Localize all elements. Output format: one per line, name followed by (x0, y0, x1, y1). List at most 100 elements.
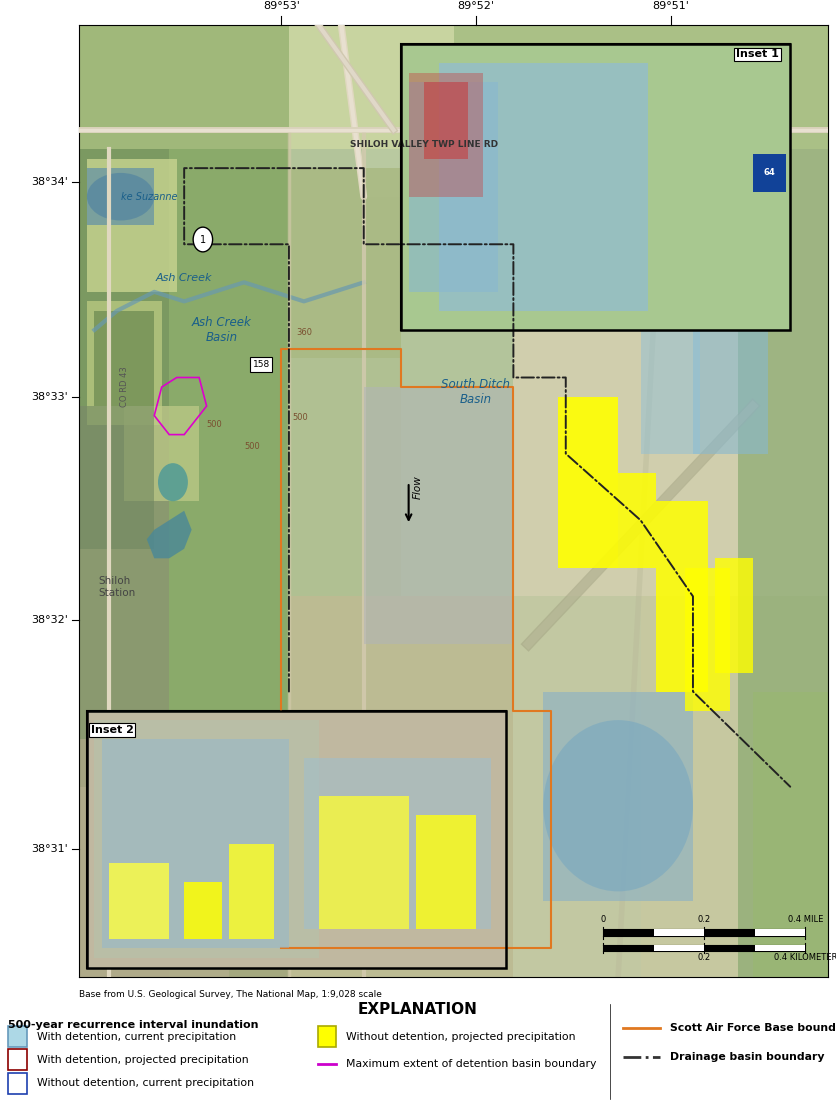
Text: 0.2: 0.2 (697, 915, 711, 924)
Text: 1: 1 (200, 234, 206, 244)
Bar (513, 149, 828, 977)
Text: 500: 500 (244, 442, 260, 450)
Bar (318, 1027, 336, 1048)
Bar (8, 1073, 27, 1093)
Text: Maximum extent of detention basin boundary: Maximum extent of detention basin bounda… (346, 1059, 596, 1069)
Bar (693, 264, 767, 454)
Text: 0: 0 (600, 915, 606, 924)
Bar (424, 83, 468, 159)
Text: 89°51': 89°51' (652, 1, 689, 11)
Bar (364, 388, 513, 644)
Text: 38°31': 38°31' (32, 843, 69, 853)
Text: Without detention, current precipitation: Without detention, current precipitation (37, 1078, 254, 1089)
Bar (654, 930, 704, 936)
Bar (618, 473, 655, 567)
Text: 360: 360 (297, 328, 313, 337)
Bar (319, 796, 409, 930)
Text: Inset 1: Inset 1 (737, 50, 779, 60)
Bar (738, 149, 828, 977)
Bar (87, 301, 161, 425)
Bar (401, 44, 790, 330)
Text: 38°33': 38°33' (32, 392, 69, 402)
Text: EXPLANATION: EXPLANATION (358, 1002, 478, 1017)
Bar (752, 691, 828, 977)
Bar (640, 311, 701, 454)
Bar (79, 149, 169, 406)
Text: 38°34': 38°34' (31, 178, 69, 188)
Bar (704, 930, 755, 936)
Bar (87, 711, 506, 967)
Text: 0.4 MILE: 0.4 MILE (788, 915, 823, 924)
Bar (94, 720, 319, 958)
Text: Without detention, projected precipitation: Without detention, projected precipitati… (346, 1032, 576, 1042)
Bar (87, 168, 155, 225)
Ellipse shape (158, 464, 188, 501)
Bar (125, 406, 199, 501)
Bar (94, 311, 155, 406)
Text: 0.4 KILOMETER: 0.4 KILOMETER (773, 953, 836, 962)
Bar (401, 44, 790, 330)
Bar (250, 357, 273, 372)
Bar (409, 73, 483, 197)
Bar (79, 149, 364, 977)
Text: Base from U.S. Geological Survey, The National Map, 1:9,028 scale: Base from U.S. Geological Survey, The Na… (79, 990, 382, 999)
Text: Inset 2: Inset 2 (90, 725, 134, 735)
Text: CO RD 43: CO RD 43 (120, 367, 129, 407)
Bar (654, 945, 704, 952)
Text: Scott Air Force Base boundary: Scott Air Force Base boundary (670, 1023, 836, 1033)
Bar (79, 787, 229, 977)
Text: 500: 500 (293, 413, 308, 423)
Text: 89°53': 89°53' (263, 1, 300, 11)
Bar (87, 711, 506, 967)
Bar (79, 740, 289, 977)
Ellipse shape (87, 173, 155, 221)
Bar (716, 559, 752, 672)
Bar (453, 25, 828, 149)
Text: With detention, current precipitation: With detention, current precipitation (37, 1032, 236, 1042)
Bar (102, 740, 289, 948)
Bar (752, 153, 787, 192)
Bar (79, 406, 155, 549)
Bar (439, 63, 648, 311)
Bar (755, 945, 805, 952)
Bar (289, 25, 453, 197)
Bar (513, 149, 828, 596)
Text: Drainage basin boundary: Drainage basin boundary (670, 1052, 825, 1062)
Text: 500-year recurrence interval inundation: 500-year recurrence interval inundation (8, 1020, 259, 1030)
Bar (686, 567, 731, 711)
Bar (79, 406, 169, 977)
Bar (184, 882, 222, 940)
Bar (655, 501, 708, 691)
Ellipse shape (543, 720, 693, 891)
Bar (603, 945, 654, 952)
Bar (603, 930, 654, 936)
Bar (289, 596, 513, 977)
Text: Shiloh
Station: Shiloh Station (98, 576, 135, 597)
Bar (79, 25, 828, 159)
Text: 89°52': 89°52' (457, 1, 494, 11)
Text: 64: 64 (763, 169, 775, 178)
Text: ke Suzanne: ke Suzanne (120, 192, 177, 202)
Text: 38°32': 38°32' (31, 615, 69, 625)
Bar (229, 843, 274, 940)
Text: Flow: Flow (412, 475, 422, 499)
Bar (87, 159, 176, 291)
Bar (401, 44, 790, 330)
Bar (289, 149, 513, 977)
Bar (304, 758, 491, 930)
Circle shape (193, 227, 212, 252)
Bar (543, 691, 693, 901)
Text: South Ditch
Basin: South Ditch Basin (441, 378, 511, 406)
Bar (416, 815, 476, 930)
Bar (640, 596, 828, 977)
Text: Ash Creek: Ash Creek (156, 273, 212, 283)
Polygon shape (147, 511, 191, 559)
Text: 500: 500 (206, 420, 222, 429)
Bar (704, 945, 755, 952)
Bar (87, 711, 506, 967)
Bar (8, 1050, 27, 1071)
Bar (79, 25, 289, 149)
Bar (558, 396, 618, 567)
Bar (409, 83, 498, 291)
Bar (8, 1027, 27, 1048)
